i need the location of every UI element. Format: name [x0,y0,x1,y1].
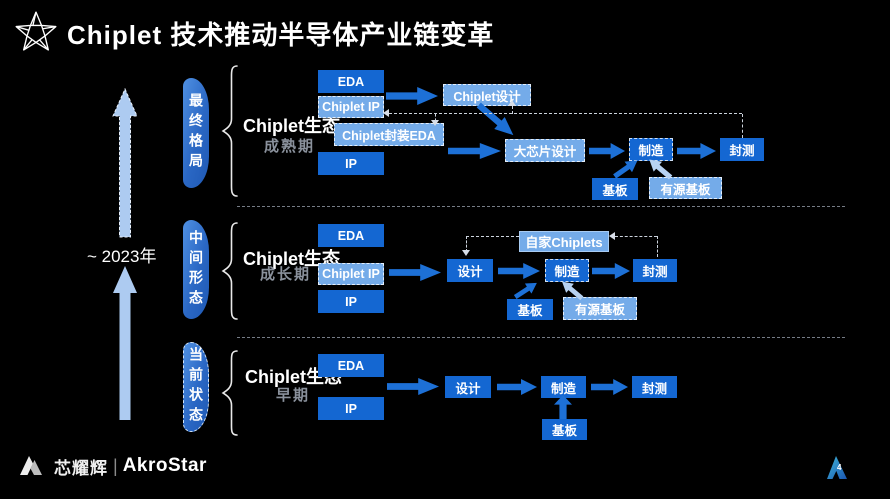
timeline-arrow-top [112,88,138,238]
node-substrate: 基板 [507,299,553,320]
node-package-test: 封测 [632,376,677,398]
node-chiplet-ip: Chiplet IP [318,263,384,285]
node-ip: IP [318,290,384,313]
arrow [448,143,501,159]
feedback-arrowhead [462,250,470,256]
arrow [387,378,439,395]
feedback-line [742,114,743,138]
footer-brand: 芯耀辉 | AkroStar [16,450,207,482]
a-page-badge-icon: 4 [827,456,847,479]
node-substrate: 基板 [542,419,587,440]
feedback-line [389,113,742,114]
feedback-arrowhead [383,109,389,117]
eco-title-current: Chiplet生态 [245,367,342,387]
eco-title-final: Chiplet生态 [243,116,340,136]
eco-stage-final: 成熟期 [264,138,316,155]
feedback-line [466,236,519,237]
arrow [677,143,716,159]
node-chiplet-design: Chiplet设计 [443,84,531,106]
node-manufacture: 制造 [545,259,589,282]
node-package-test: 封测 [633,259,677,282]
node-chiplet-ip: Chiplet IP [318,96,384,118]
node-manufacture: 制造 [541,376,586,398]
node-substrate: 基板 [592,178,638,200]
eco-stage-middle: 成长期 [260,266,312,283]
brace-middle [221,222,238,320]
node-big-chip-design: 大芯片设计 [505,139,585,162]
node-chiplet-pkg-eda: Chiplet封装EDA [334,123,444,146]
footer-divider: | [113,455,118,476]
node-package-test: 封测 [720,138,764,161]
page-number: 4 [837,463,842,472]
stage-pill-final: 最终格局 [183,78,209,188]
feedback-arrowhead [508,100,516,106]
node-eda: EDA [318,70,384,93]
stage-pill-current: 当前状态 [183,342,209,432]
node-ip: IP [318,397,384,420]
node-design: 设计 [445,376,491,398]
feedback-arrowhead [609,232,615,240]
eco-title-middle: Chiplet生态 [243,249,340,269]
eco-stage-current: 早期 [276,387,311,404]
arrow [498,263,540,279]
stage-pill-middle: 中间形态 [183,220,209,319]
node-active-substrate: 有源基板 [649,177,722,199]
timeline-arrow-bottom [113,266,137,420]
feedback-line [657,236,658,257]
node-own-chiplets: 自家Chiplets [519,231,609,252]
node-active-substrate: 有源基板 [563,297,637,320]
feedback-line [466,236,467,252]
arrow [592,263,630,279]
page-title: Chiplet 技术推动半导体产业链变革 [67,20,495,50]
footer-company-en: AkroStar [122,455,207,476]
arrow [389,264,441,281]
arrow [589,143,625,159]
feedback-line [512,106,513,114]
section-divider-1 [237,206,845,207]
node-eda: EDA [318,354,384,377]
arrow [386,87,438,105]
node-ip: IP [318,152,384,175]
brace-final [221,65,238,197]
arrow [591,379,628,395]
feedback-arrowhead [431,120,439,126]
feedback-line [615,236,657,237]
brace-current [221,350,238,436]
arrow [554,395,572,419]
section-divider-2 [237,337,845,338]
timeline-year-label: ~ 2023年 [87,247,157,266]
footer-company-cn: 芯耀辉 [54,458,108,478]
origami-star-icon [15,11,57,51]
arrow [497,379,537,395]
node-design: 设计 [447,259,493,282]
akrostar-a-icon [20,456,42,475]
node-manufacture: 制造 [629,138,673,161]
feedback-line [435,114,436,121]
node-eda: EDA [318,224,384,247]
